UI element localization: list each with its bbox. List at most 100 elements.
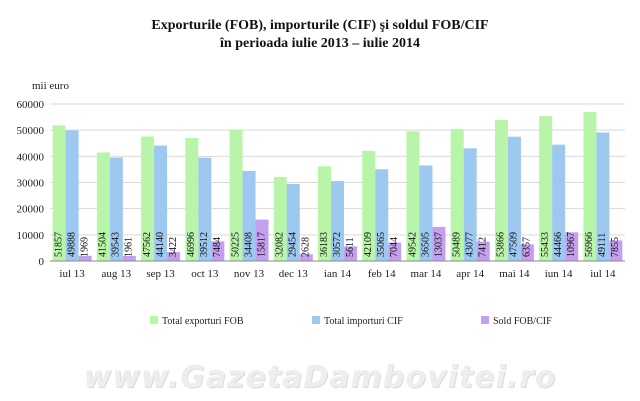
data-label: 2628 [301, 237, 312, 257]
bar-1 [52, 125, 66, 261]
data-label: 41504 [98, 232, 109, 257]
bar-2 [375, 169, 389, 261]
bars-group: 51857 49888 1969 41504 39543 1961 47562 44140 34… [52, 111, 623, 262]
bar-3 [432, 226, 446, 261]
bar-2 [419, 165, 433, 261]
bar-1 [96, 152, 110, 261]
bar-2 [463, 148, 477, 261]
x-tick-label: sep 13 [146, 268, 175, 280]
bar-3 [78, 255, 92, 261]
chart-title: Exporturile (FOB), importurile (CIF) şi … [151, 18, 489, 33]
legend-label: Sold FOB/CIF [493, 316, 552, 327]
bar-3 [255, 219, 269, 261]
bar-1 [141, 136, 155, 261]
data-label: 29454 [288, 232, 299, 257]
data-label: 39512 [199, 232, 210, 257]
y-tick-label: 60000 [17, 99, 45, 111]
data-label: 44140 [155, 232, 166, 257]
bar-1 [318, 166, 331, 261]
bar-1 [583, 111, 597, 261]
data-label: 7855 [610, 237, 621, 257]
bar-2 [154, 145, 168, 261]
bar-2 [596, 132, 610, 261]
y-tick-label: 30000 [17, 178, 45, 190]
y-tick-label: 20000 [17, 204, 45, 216]
data-label: 43077 [464, 232, 475, 257]
data-label: 1969 [79, 237, 90, 257]
bar-1 [229, 129, 243, 261]
data-label: 3422 [168, 237, 179, 257]
y-tick-label: 10000 [17, 230, 45, 242]
bar-2 [507, 136, 521, 261]
x-tick-label: apr 14 [456, 268, 484, 280]
bar-3 [211, 241, 225, 261]
watermark: www.GazetaDambovitei.ro [83, 360, 557, 395]
x-tick-label: iul 14 [590, 268, 616, 280]
data-label: 1961 [124, 237, 135, 257]
x-tick-label: feb 14 [368, 268, 396, 280]
bar-1 [494, 120, 508, 262]
bar-1 [406, 131, 420, 261]
bar-1 [185, 138, 199, 261]
data-label: 6357 [522, 237, 533, 257]
bar-2 [286, 183, 300, 261]
data-label: 15817 [256, 232, 267, 257]
data-label: 49111 [597, 233, 608, 257]
x-tick-label: oct 13 [191, 268, 219, 280]
y-tick-label: 50000 [17, 125, 45, 137]
data-label: 39543 [111, 232, 122, 257]
data-label: 55433 [540, 232, 551, 257]
legend: Total exporturi FOB Total importuri CIF So… [150, 316, 552, 327]
data-label: 56966 [584, 232, 595, 257]
y-tick-label: 40000 [17, 151, 45, 163]
bar-1 [273, 177, 287, 261]
bar-3 [122, 255, 136, 261]
data-label: 36183 [319, 232, 330, 257]
bar-3 [476, 241, 490, 261]
bar-2 [198, 157, 212, 261]
data-label: 49888 [66, 232, 77, 257]
data-label: 34408 [243, 232, 254, 257]
data-label: 53866 [496, 232, 507, 257]
data-label: 7044 [389, 237, 400, 257]
data-label: 47509 [509, 232, 520, 257]
legend-swatch [312, 316, 320, 324]
data-label: 51857 [53, 232, 64, 257]
legend-label: Total importuri CIF [324, 316, 403, 327]
legend-swatch [481, 316, 489, 324]
data-label: 10967 [566, 232, 577, 257]
data-label: 7412 [477, 237, 488, 257]
y-axis-label: mii euro [32, 80, 69, 92]
x-tick-label: aug 13 [102, 268, 132, 280]
data-label: 50225 [230, 232, 241, 257]
bar-3 [167, 252, 181, 261]
bar-1 [450, 128, 464, 261]
y-tick-label: 0 [39, 256, 45, 268]
x-tick-label: iun 14 [545, 268, 573, 280]
chart-subtitle: în perioada iulie 2013 – iulie 2014 [220, 36, 420, 51]
data-label: 35065 [376, 232, 387, 257]
bar-3 [609, 240, 623, 261]
data-label: 5611 [345, 237, 356, 257]
legend-label: Total exporturi FOB [162, 316, 244, 327]
legend-swatch [150, 316, 158, 324]
x-tick-label: iul 13 [59, 268, 85, 280]
data-label: 42109 [363, 232, 374, 257]
x-tick-label: mar 14 [411, 268, 442, 280]
data-label: 13037 [433, 232, 444, 257]
bar-3 [388, 242, 402, 261]
data-label: 36505 [420, 232, 431, 257]
bar-3 [520, 244, 534, 261]
data-label: 46996 [186, 232, 197, 257]
data-label: 32082 [275, 232, 286, 257]
bar-2 [65, 130, 79, 261]
x-axis-ticks: iul 13 aug 13 sep 13 oct 13 nov 13 dec 13 ian … [59, 268, 616, 280]
x-tick-label: mai 14 [499, 268, 530, 280]
bar-2 [242, 170, 256, 261]
data-label: 47562 [142, 232, 153, 257]
bar-2 [331, 181, 344, 261]
data-label: 49542 [407, 232, 418, 257]
bar-3 [299, 254, 313, 261]
bar-2 [552, 144, 566, 261]
